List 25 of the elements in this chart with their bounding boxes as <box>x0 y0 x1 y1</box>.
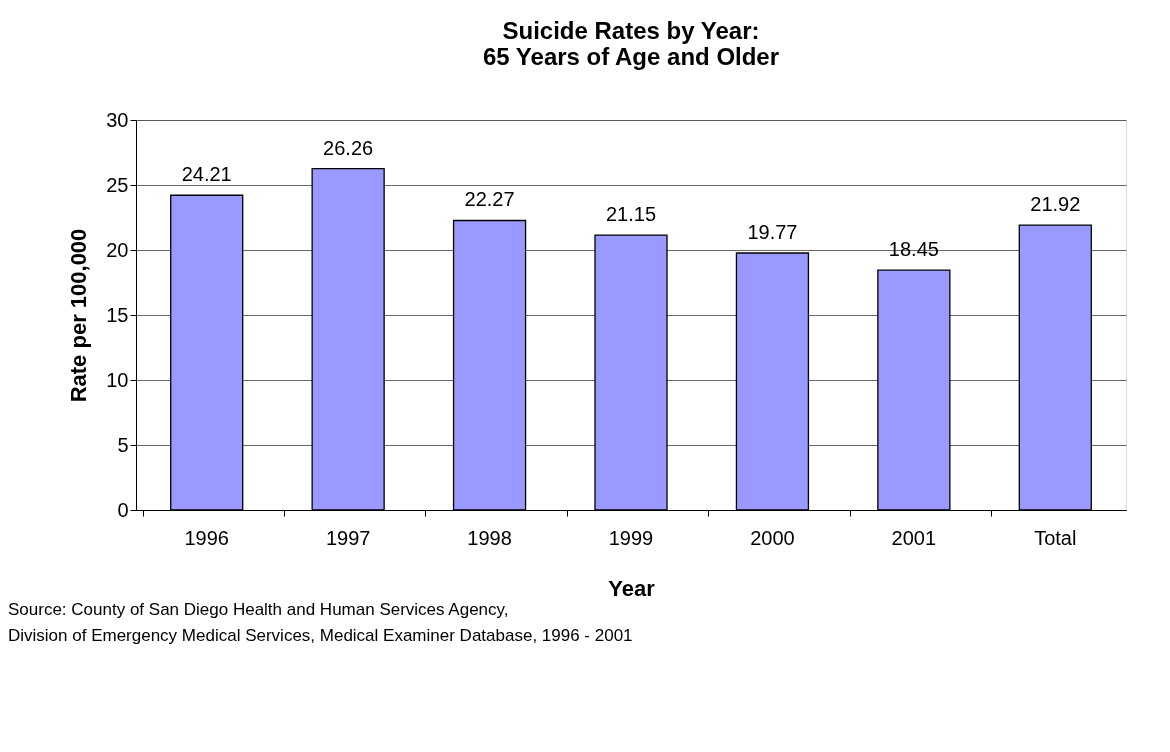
data-label: 21.15 <box>605 203 657 226</box>
data-label: 26.26 <box>323 136 374 159</box>
source-note: Source: County of San Diego Health and Human Services Agency, <box>8 600 509 619</box>
y-tick-label: 15 <box>106 303 129 326</box>
x-tick-label: 1996 <box>184 526 229 549</box>
x-tick-label: 2001 <box>891 526 937 549</box>
data-label: 24.21 <box>181 163 232 186</box>
x-tick-label: 1998 <box>467 526 512 549</box>
x-tick-label: 1997 <box>325 526 371 549</box>
text: Division of Emergency Medical Services, Medical Examiner Database, 1996 - 2001 <box>8 626 633 645</box>
data-label: 22.27 <box>464 188 515 211</box>
data-label: 19.77 <box>747 220 798 243</box>
y-tick-label: 10 <box>106 368 129 391</box>
x-tick-label: 1999 <box>608 526 654 549</box>
chart-title: Suicide Rates by Year: 65 Years of Age and Older <box>482 17 780 70</box>
y-tick-label: 20 <box>106 238 129 261</box>
y-tick-label: 5 <box>117 433 129 456</box>
data-label: 21.92 <box>1030 193 1081 216</box>
y-tick-label: 0 <box>117 498 129 521</box>
y-tick-label: 25 <box>106 173 129 196</box>
y-axis-title: Rate per 100,000 <box>66 228 92 403</box>
x-axis-title: Year <box>608 575 656 601</box>
x-tick-label: 2000 <box>750 526 795 549</box>
x-tick-label: Total <box>1034 526 1077 549</box>
y-tick-label: 30 <box>106 108 129 131</box>
